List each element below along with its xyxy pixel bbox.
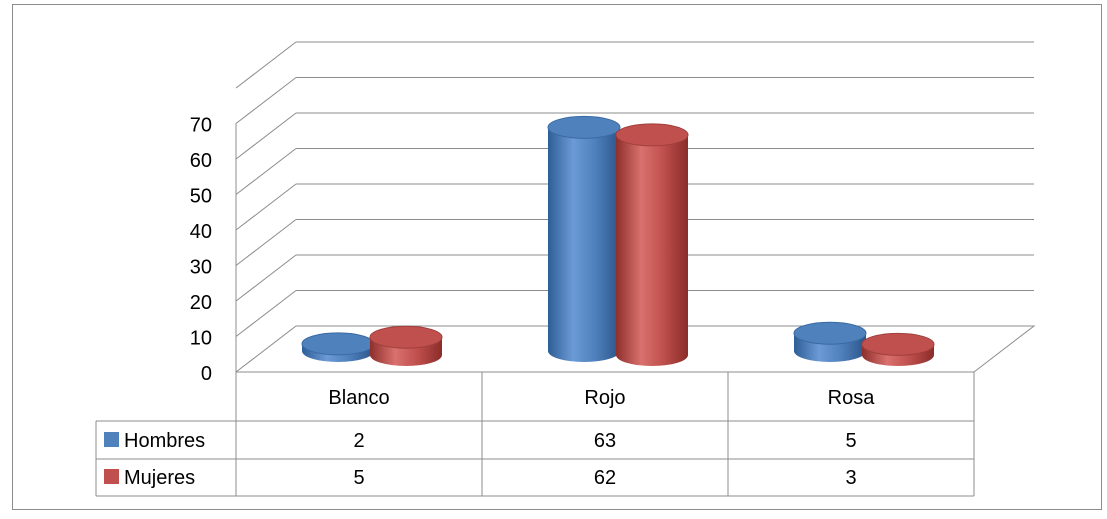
gridline-side [235, 77, 297, 124]
y-tick-label: 20 [190, 292, 212, 314]
data-value: 5 [845, 430, 856, 452]
data-value: 2 [353, 430, 364, 452]
data-value: 3 [845, 467, 856, 489]
gridline-side [235, 112, 297, 160]
y-tick-label: 30 [190, 257, 212, 279]
bar-hombres-blanco [301, 332, 375, 362]
y-axis-ticks: 0 10 20 30 40 50 60 70 [190, 115, 212, 386]
y-tick-label: 50 [190, 186, 212, 208]
bar-top [861, 332, 935, 356]
data-value: 5 [353, 467, 364, 489]
bar-mujeres-blanco [369, 325, 443, 366]
bar-body [616, 134, 688, 366]
gridline-side [235, 290, 297, 337]
legend-key-hombres [104, 432, 119, 447]
gridline-side [235, 148, 297, 195]
bar-mujeres-rosa [861, 332, 935, 366]
legend-key-mujeres [104, 469, 119, 484]
gridline-side [235, 183, 297, 231]
bar-top [369, 325, 443, 349]
bar-top [615, 123, 689, 147]
bar-mujeres-rojo [615, 123, 689, 366]
bar-hombres-rosa [793, 321, 867, 362]
legend-label: Mujeres [124, 467, 195, 489]
data-value: 63 [594, 430, 616, 452]
bar-hombres-rojo [547, 115, 621, 362]
legend-label: Hombres [124, 430, 205, 452]
category-label: Rojo [584, 387, 625, 409]
data-value: 62 [594, 467, 616, 489]
category-label: Rosa [828, 387, 876, 409]
y-tick-label: 60 [190, 150, 212, 172]
gridline-side [235, 41, 297, 89]
gridline-side [235, 219, 297, 266]
bar-top [793, 321, 867, 345]
y-tick-label: 70 [190, 115, 212, 137]
y-tick-label: 40 [190, 221, 212, 243]
y-tick-label: 10 [190, 328, 212, 350]
gridline-side [235, 254, 297, 302]
bar-top [547, 115, 621, 139]
y-tick-label: 0 [201, 363, 212, 385]
bar-top [301, 332, 375, 356]
data-table: Blanco Rojo Rosa Hombres 2 63 5 Mujeres 5 62 3 [95, 371, 975, 497]
bar-body [548, 127, 620, 362]
bars [301, 115, 935, 366]
category-label: Blanco [328, 387, 389, 409]
